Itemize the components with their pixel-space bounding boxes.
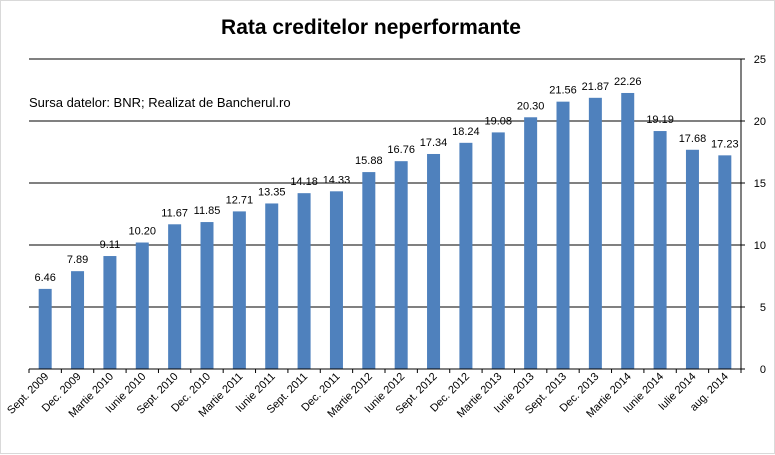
y-tick-label: 10: [754, 240, 766, 252]
bar: [297, 193, 311, 369]
bars: [38, 92, 732, 369]
source-note: Sursa datelor: BNR; Realizat de Bancheru…: [29, 95, 291, 110]
data-label: 13.35: [258, 186, 286, 198]
data-label: 11.85: [194, 205, 221, 217]
bar: [556, 101, 570, 369]
bar: [394, 161, 408, 369]
bar: [38, 288, 52, 369]
data-label: 15.88: [355, 155, 383, 167]
data-label: 6.46: [34, 272, 55, 284]
data-label: 17.23: [711, 138, 739, 150]
bar: [329, 191, 343, 369]
y-tick-label: 20: [754, 116, 766, 128]
data-label: 17.68: [679, 133, 707, 145]
bar: [362, 172, 376, 369]
bar: [718, 155, 732, 369]
data-label: 10.20: [129, 226, 157, 238]
bar: [265, 203, 279, 369]
bar: [427, 153, 441, 369]
data-label: 11.67: [161, 207, 188, 219]
y-tick-label: 5: [760, 302, 766, 314]
data-labels: 6.46 7.89 9.11 10.20 11.67 11.85 12.71 13.35 14.…: [34, 76, 738, 284]
bar: [71, 271, 85, 369]
data-label: 14.18: [290, 176, 318, 188]
data-label: 12.71: [226, 194, 254, 206]
data-label: 14.33: [323, 174, 351, 186]
bar: [232, 211, 246, 369]
data-label: 21.56: [549, 85, 577, 97]
bar: [685, 149, 699, 369]
data-label: 19.19: [646, 114, 674, 126]
bar: [200, 222, 214, 369]
data-label: 22.26: [614, 76, 642, 88]
bar: [168, 224, 182, 369]
bar: [135, 242, 149, 369]
data-label: 21.87: [582, 81, 610, 93]
data-label: 9.11: [100, 239, 121, 251]
y-tick-label: 15: [754, 178, 766, 190]
y-tick-label: 0: [760, 364, 766, 376]
bar: [103, 256, 117, 369]
bar: [491, 132, 505, 369]
data-label: 20.30: [517, 100, 545, 112]
bar: [653, 131, 667, 369]
data-label: 17.34: [420, 137, 448, 149]
data-label: 7.89: [67, 254, 88, 266]
y-tick-label: 25: [754, 54, 766, 66]
data-label: 19.08: [485, 115, 513, 127]
data-label: 16.76: [387, 144, 415, 156]
bar: [621, 92, 635, 369]
chart-title: Rata creditelor neperformante: [221, 16, 521, 39]
bar: [524, 117, 538, 369]
bar: [588, 97, 602, 369]
data-label: 18.24: [452, 126, 480, 138]
bar: [459, 142, 473, 369]
